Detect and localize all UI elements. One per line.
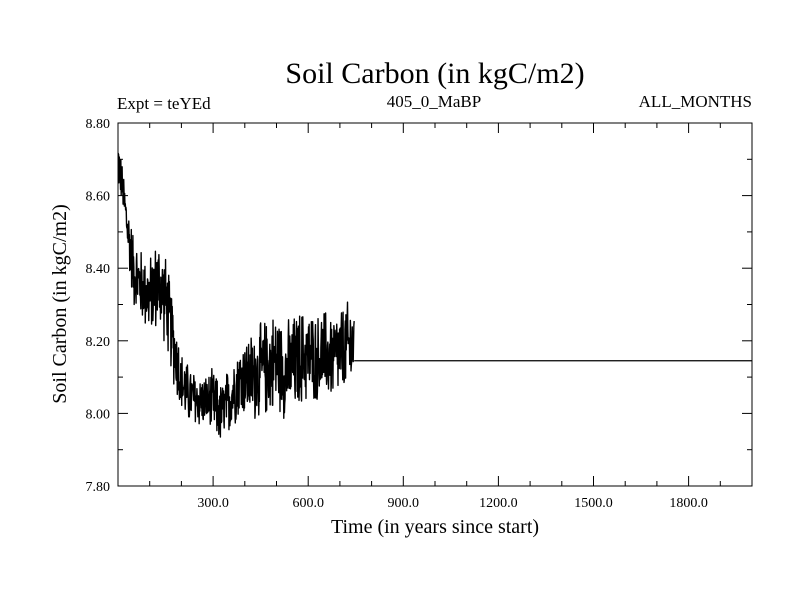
soil-carbon-series-noisy (117, 152, 355, 438)
axis-ticks (118, 123, 752, 486)
months-label: ALL_MONTHS (639, 92, 752, 111)
x-tick-label: 1500.0 (574, 496, 613, 511)
x-tick-label: 1200.0 (479, 496, 518, 511)
x-tick-label: 1800.0 (669, 496, 708, 511)
x-tick-label: 600.0 (292, 496, 324, 511)
y-tick-label: 8.00 (86, 407, 111, 422)
y-tick-label: 7.80 (86, 480, 111, 495)
data-series (117, 152, 752, 438)
x-axis-label: Time (in years since start) (331, 516, 539, 538)
x-tick-label: 300.0 (197, 496, 229, 511)
tick-labels: 300.0 600.0 900.0 1200.0 1500.0 1800.0 7.80 8.0… (86, 117, 708, 511)
y-tick-label: 8.40 (86, 262, 111, 277)
experiment-label: Expt = teYEd (117, 94, 211, 113)
y-axis-label: Soil Carbon (in kgC/m2) (49, 204, 71, 403)
period-label: 405_0_MaBP (387, 92, 481, 111)
chart-title: Soil Carbon (in kgC/m2) (285, 57, 584, 90)
y-tick-label: 8.20 (86, 335, 111, 350)
plot-frame (117, 122, 753, 487)
y-tick-label: 8.60 (86, 190, 111, 205)
x-tick-label: 900.0 (388, 496, 420, 511)
y-tick-label: 8.80 (86, 117, 111, 132)
